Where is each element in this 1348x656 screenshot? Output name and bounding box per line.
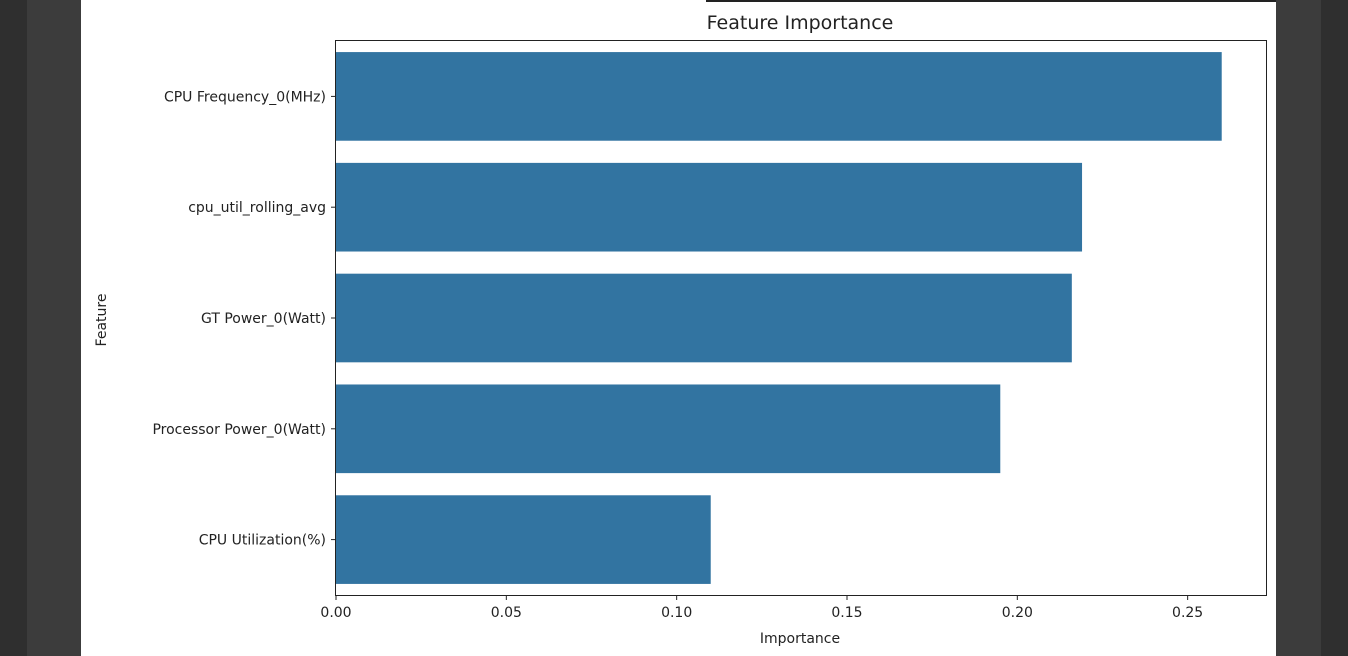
plot-frame xyxy=(335,40,1267,596)
left-window-edge xyxy=(0,0,27,656)
x-ticks-group: 0.00 0.05 0.10 0.15 0.20 0.25 xyxy=(320,595,1203,621)
bar xyxy=(336,384,1001,474)
bar xyxy=(336,52,1222,141)
x-tick-label: 0.20 xyxy=(1002,605,1033,621)
chart-title: Feature Importance xyxy=(707,12,894,34)
left-margin xyxy=(27,0,81,656)
x-tick-label: 0.05 xyxy=(491,605,522,621)
x-tick-label: 0.00 xyxy=(320,605,351,621)
bar xyxy=(336,162,1083,252)
y-tick-label: GT Power_0(Watt) xyxy=(201,311,326,327)
bar xyxy=(336,495,711,584)
y-tick-label: CPU Frequency_0(MHz) xyxy=(164,89,326,105)
bar xyxy=(336,273,1072,363)
bars-group xyxy=(336,52,1222,584)
x-tick-label: 0.15 xyxy=(831,605,862,621)
x-tick-label: 0.25 xyxy=(1172,605,1203,621)
x-axis-label: Importance xyxy=(760,631,840,647)
y-ticks-group: CPU Frequency_0(MHz) cpu_util_rolling_avg… xyxy=(152,89,336,549)
y-tick-label: Processor Power_0(Watt) xyxy=(152,422,326,438)
right-window-edge xyxy=(1321,0,1348,656)
top-divider xyxy=(706,0,1276,2)
x-tick-label: 0.10 xyxy=(661,605,692,621)
y-tick-label: cpu_util_rolling_avg xyxy=(188,200,326,216)
y-tick-label: CPU Utilization(%) xyxy=(199,533,326,549)
y-axis-label: Feature xyxy=(94,294,110,347)
